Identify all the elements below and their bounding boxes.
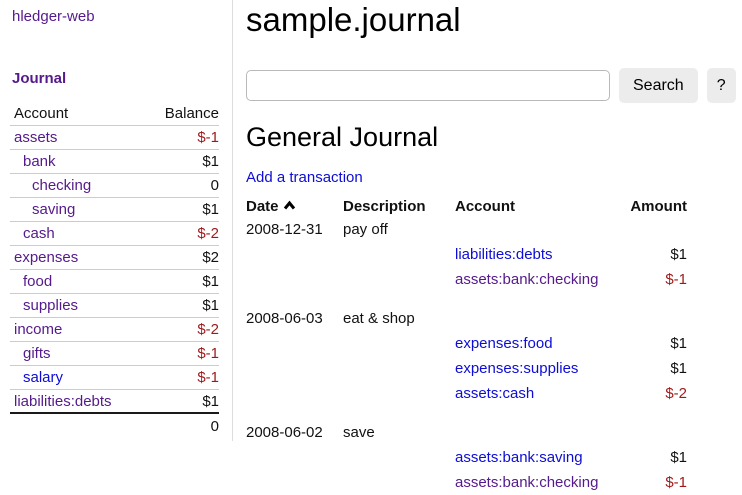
transaction-description: save [343, 424, 375, 441]
account-link[interactable]: checking [32, 177, 92, 194]
posting-amount: $-1 [665, 474, 687, 491]
posting-amount: $1 [670, 449, 687, 466]
account-link[interactable]: gifts [23, 345, 51, 362]
transaction-row: 2008-12-31 pay off [246, 217, 687, 242]
account-link[interactable]: bank [23, 153, 56, 170]
posting-amount: $1 [670, 335, 687, 352]
search-bar: Search ? [246, 68, 736, 103]
transaction-spacer [246, 406, 687, 420]
transaction-row: 2008-06-02 save [246, 420, 687, 445]
posting-account-link[interactable]: expenses:food [455, 335, 553, 352]
posting-row: liabilities:debts $1 [246, 242, 687, 267]
journal-table: Date Description Account Amount 2008-12-… [246, 195, 687, 495]
posting-row: assets:bank:checking $-1 [246, 267, 687, 292]
account-row: saving $1 [10, 198, 219, 222]
chevron-up-icon [283, 198, 296, 215]
search-button[interactable]: Search [619, 68, 698, 103]
account-row: gifts $-1 [10, 342, 219, 366]
posting-row: assets:bank:saving $1 [246, 445, 687, 470]
account-balance: $1 [202, 273, 219, 290]
description-column-header: Description [343, 197, 426, 215]
transaction-date: 2008-06-03 [246, 310, 323, 327]
account-link[interactable]: saving [32, 201, 76, 218]
posting-account-link[interactable]: liabilities:debts [455, 246, 553, 263]
posting-amount: $-1 [665, 271, 687, 288]
account-link[interactable]: food [23, 273, 53, 290]
account-balance: $1 [202, 153, 219, 170]
main-content: sample.journal Search ? General Journal … [246, 0, 742, 491]
app-home-link[interactable]: hledger-web [12, 8, 95, 25]
accounts-rows: assets $-1 bank $1 checking 0 saving $1 cash $-2 e… [10, 126, 219, 414]
posting-account-link[interactable]: assets:cash [455, 385, 535, 402]
journal-table-header: Date Description Account Amount [246, 195, 687, 217]
journal-heading: General Journal [246, 122, 439, 152]
page-title: sample.journal [246, 1, 461, 38]
account-balance: $-1 [197, 369, 219, 386]
posting-account-link[interactable]: expenses:supplies [455, 360, 579, 377]
sidebar: hledger-web Journal Account Balance asse… [0, 0, 233, 441]
accounts-total-value: 0 [210, 417, 219, 435]
account-balance: 0 [210, 177, 219, 194]
posting-account-link[interactable]: assets:bank:checking [455, 271, 599, 288]
posting-account-link[interactable]: assets:bank:saving [455, 449, 583, 466]
account-row: food $1 [10, 270, 219, 294]
account-balance: $2 [202, 249, 219, 266]
date-column-header[interactable]: Date [246, 198, 343, 215]
amount-column-header: Amount [630, 197, 687, 215]
posting-account-link[interactable]: assets:bank:checking [455, 474, 599, 491]
account-row: cash $-2 [10, 222, 219, 246]
account-row: checking 0 [10, 174, 219, 198]
posting-row: expenses:food $1 [246, 331, 687, 356]
posting-row: assets:cash $-2 [246, 381, 687, 406]
add-transaction-link[interactable]: Add a transaction [246, 169, 363, 186]
account-balance: $1 [202, 201, 219, 218]
account-row: bank $1 [10, 150, 219, 174]
accounts-table: Account Balance assets $-1 bank $1 checking 0… [10, 102, 219, 438]
account-link[interactable]: expenses [14, 249, 79, 266]
accounts-table-header: Account Balance [10, 102, 219, 126]
account-balance: $-2 [197, 321, 219, 338]
account-link[interactable]: income [14, 321, 63, 338]
transaction-description: pay off [343, 221, 388, 238]
posting-row: assets:bank:checking $-1 [246, 470, 687, 495]
account-balance: $-1 [197, 129, 219, 146]
account-row: assets $-1 [10, 126, 219, 150]
balance-column-header: Balance [164, 105, 219, 122]
posting-amount: $1 [670, 246, 687, 263]
account-row: salary $-1 [10, 366, 219, 390]
posting-amount: $-2 [665, 385, 687, 402]
account-row: expenses $2 [10, 246, 219, 270]
transaction-date: 2008-06-02 [246, 424, 323, 441]
account-row: income $-2 [10, 318, 219, 342]
account-row: supplies $1 [10, 294, 219, 318]
account-link[interactable]: supplies [23, 297, 79, 314]
posting-amount: $1 [670, 360, 687, 377]
sidebar-journal-link[interactable]: Journal [12, 70, 67, 87]
transaction-date: 2008-12-31 [246, 221, 323, 238]
posting-row: expenses:supplies $1 [246, 356, 687, 381]
transaction-spacer [246, 292, 687, 306]
account-link[interactable]: liabilities:debts [14, 392, 112, 410]
account-balance: $-1 [197, 345, 219, 362]
search-input[interactable] [246, 70, 610, 101]
account-balance: $1 [202, 392, 219, 410]
account-balance: $1 [202, 297, 219, 314]
account-link[interactable]: assets [14, 129, 58, 146]
transaction-row: 2008-06-03 eat & shop [246, 306, 687, 331]
account-column-header: Account [14, 105, 69, 122]
account-balance: $-2 [197, 225, 219, 242]
transaction-description: eat & shop [343, 310, 415, 327]
accounts-total-row: 0 [10, 414, 219, 438]
account-link[interactable]: cash [23, 225, 55, 242]
account-row: liabilities:debts $1 [10, 390, 219, 414]
account-column-header-main: Account [455, 197, 515, 215]
search-help-button[interactable]: ? [706, 68, 736, 103]
journal-rows: 2008-12-31 pay off liabilities:debts $1 asse… [246, 217, 687, 495]
account-link[interactable]: salary [23, 369, 64, 386]
